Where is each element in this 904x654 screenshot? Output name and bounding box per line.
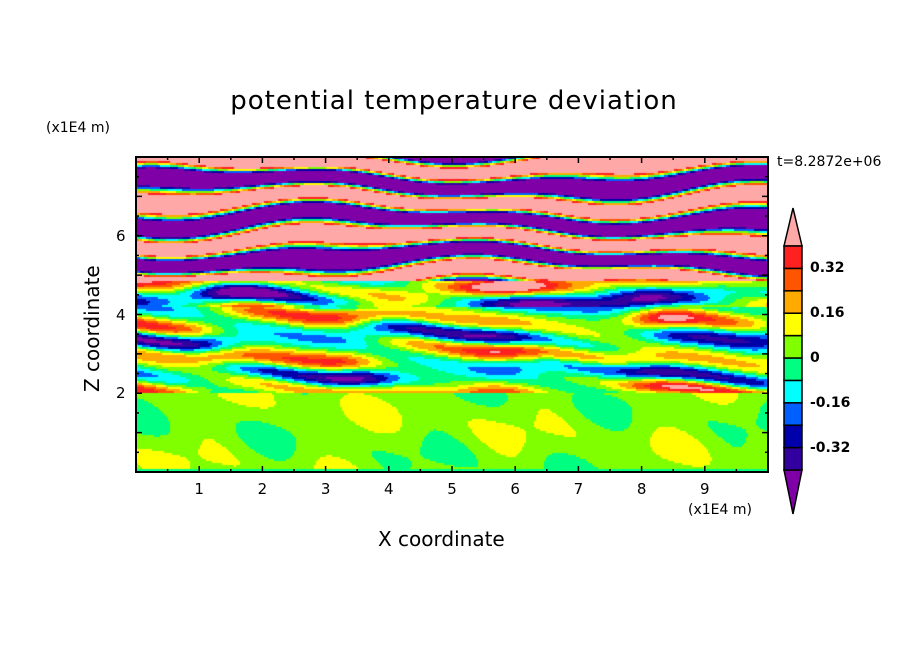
colorbar-extend-low (783, 469, 803, 515)
time-label: t=8.2872e+06 (777, 154, 882, 170)
colorbar-swatch (783, 357, 803, 382)
colorbar-label: -0.32 (810, 439, 851, 456)
colorbar-swatch (783, 267, 803, 292)
colorbar-swatch (783, 245, 803, 270)
z-axis-units: (x1E4 m) (46, 120, 110, 136)
y-tick-label: 4 (116, 305, 126, 324)
colorbar-label: 0.16 (810, 305, 845, 322)
x-tick-label: 2 (257, 480, 268, 498)
x-tick-label: 3 (320, 480, 331, 498)
colorbar-swatch (783, 446, 803, 471)
x-tick-label: 4 (384, 480, 394, 498)
chart-title: potential temperature deviation (230, 86, 678, 116)
x-axis-units: (x1E4 m) (688, 502, 752, 518)
colorbar-label: -0.16 (810, 394, 851, 411)
x-tick-label: 7 (573, 480, 584, 498)
x-axis-label: X coordinate (378, 527, 505, 551)
axis-ticks (136, 157, 768, 472)
colorbar-swatch (783, 334, 803, 359)
x-tick-label: 1 (194, 480, 204, 498)
colorbar-swatch (783, 424, 803, 449)
y-tick-label: 6 (116, 226, 126, 245)
contour-field (136, 157, 768, 472)
y-tick-label: 2 (116, 384, 126, 403)
colorbar-label: 0 (810, 350, 820, 366)
x-tick-label: 5 (447, 480, 457, 498)
x-tick-label: 6 (510, 480, 520, 498)
colorbar-extend-high (783, 207, 803, 247)
x-tick-label: 8 (636, 480, 647, 498)
colorbar-swatch (783, 402, 803, 426)
colorbar-swatch (783, 290, 803, 314)
colorbar-swatch (783, 312, 803, 337)
x-tick-label: 9 (700, 480, 710, 498)
colorbar-swatch (783, 379, 803, 404)
colorbar-label: 0.32 (810, 260, 845, 277)
y-axis-label: Z coordinate (80, 265, 104, 392)
colorbar (783, 207, 803, 515)
